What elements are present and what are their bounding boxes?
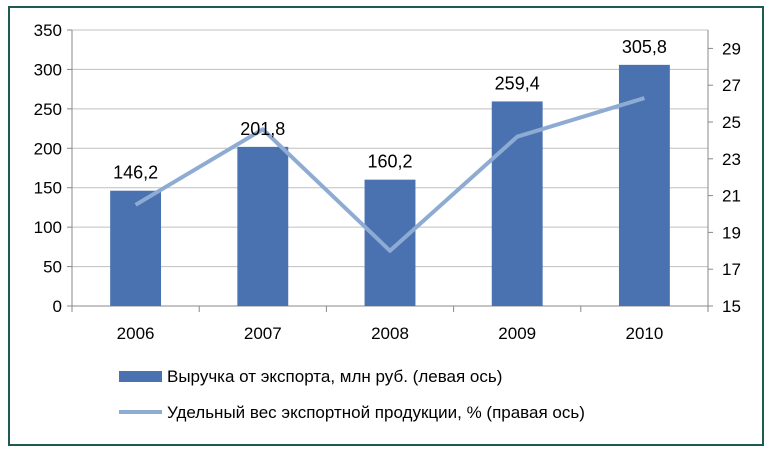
bar-data-label: 160,2 bbox=[367, 152, 412, 172]
y-right-tick-label: 21 bbox=[722, 187, 741, 206]
y-right-tick-label: 25 bbox=[722, 113, 741, 132]
y-left-tick-label: 100 bbox=[34, 218, 62, 237]
y-left-tick-label: 50 bbox=[43, 258, 62, 277]
axes: 0 50 100 150 200 250 300 350 15 17 19 21 23 25 27 29 200… bbox=[34, 21, 741, 343]
legend-line-label: Удельный вес экспортной продукции, % (пр… bbox=[167, 403, 585, 422]
bar bbox=[364, 179, 416, 306]
x-tick-label: 2008 bbox=[371, 324, 409, 343]
y-left-tick-label: 350 bbox=[34, 21, 62, 40]
line-series bbox=[134, 96, 645, 253]
bar-data-label: 201,8 bbox=[240, 119, 285, 139]
y-left-tick-label: 150 bbox=[34, 179, 62, 198]
bar bbox=[110, 190, 162, 306]
y-right-tick-label: 19 bbox=[722, 223, 741, 242]
x-tick-label: 2007 bbox=[244, 324, 282, 343]
x-tick-label: 2006 bbox=[117, 324, 155, 343]
bar bbox=[237, 146, 289, 306]
data-labels: 146,2 201,8 160,2 259,4 305,8 bbox=[113, 37, 667, 183]
y-left-tick-label: 0 bbox=[53, 297, 62, 316]
y-right-tick-label: 15 bbox=[722, 297, 741, 316]
y-right-tick-label: 27 bbox=[722, 76, 741, 95]
y-right-tick-label: 17 bbox=[722, 260, 741, 279]
bar-data-label: 146,2 bbox=[113, 163, 158, 183]
legend-bar-swatch bbox=[119, 371, 162, 382]
y-left-tick-label: 200 bbox=[34, 139, 62, 158]
gridlines bbox=[72, 29, 708, 268]
legend: Выручка от экспорта, млн руб. (левая ось… bbox=[119, 367, 585, 422]
x-tick-label: 2009 bbox=[498, 324, 536, 343]
bar bbox=[618, 64, 670, 306]
y-right-tick-label: 23 bbox=[722, 150, 741, 169]
bar-data-label: 259,4 bbox=[495, 73, 540, 93]
share-line bbox=[134, 96, 645, 253]
y-left-tick-label: 300 bbox=[34, 60, 62, 79]
x-tick-label: 2010 bbox=[625, 324, 663, 343]
legend-bar-label: Выручка от экспорта, млн руб. (левая ось… bbox=[167, 367, 502, 386]
bar-data-label: 305,8 bbox=[622, 37, 667, 57]
bar-series bbox=[110, 64, 670, 306]
y-right-tick-label: 29 bbox=[722, 39, 741, 58]
y-left-tick-label: 250 bbox=[34, 100, 62, 119]
